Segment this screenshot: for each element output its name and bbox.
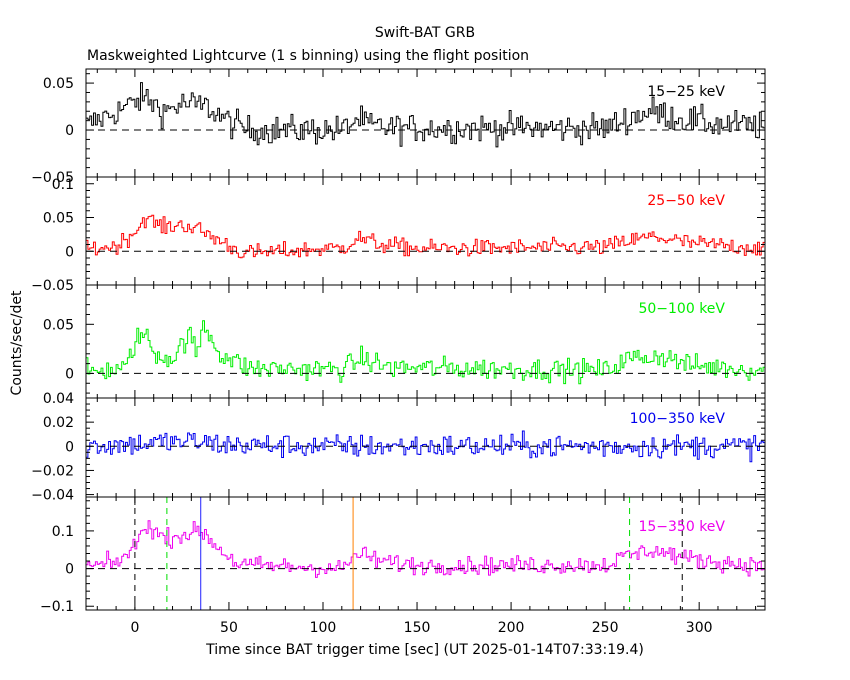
y-tick-label: 0.05 — [43, 317, 74, 333]
panel-plot-area — [86, 430, 765, 463]
y-tick-label: 0.1 — [52, 177, 74, 193]
panel-15-350-kev: 0.1 0 −0.1 15−350 keV — [40, 496, 766, 615]
y-tick-label: 0.1 — [52, 524, 74, 540]
y-tick-label: 0 — [65, 562, 74, 578]
panel-25-50-kev: 0.1 0.05 0 −0.05 25−50 keV — [31, 176, 766, 294]
band-label: 50−100 keV — [638, 301, 725, 317]
y-tick-label: −0.02 — [31, 463, 74, 479]
lightcurve-line — [86, 430, 765, 463]
lightcurve-line — [86, 520, 765, 578]
panel-50-100-kev: 0.05 0 50−100 keV — [43, 284, 766, 399]
panel-plot-area — [86, 82, 765, 148]
y-tick-label: 0.02 — [43, 415, 74, 431]
y-tick-label: −0.05 — [31, 170, 74, 186]
panel-15-25-kev: 0.05 0 −0.05 15−25 keV — [31, 68, 766, 186]
y-tick-label: 0 — [65, 366, 74, 382]
panel-plot-area — [86, 497, 765, 610]
y-tick-label: 0.05 — [43, 76, 74, 92]
y-tick-label: 0.05 — [43, 211, 74, 227]
y-tick-label: −0.05 — [31, 278, 74, 294]
y-tick-label: 0 — [65, 123, 74, 139]
band-label: 25−50 keV — [647, 193, 725, 209]
x-tick-label: 100 — [310, 620, 337, 636]
y-tick-label: −0.1 — [40, 599, 74, 615]
panel-plot-area — [86, 320, 765, 385]
band-label: 15−350 keV — [638, 519, 725, 535]
panels-group: 0.05 0 −0.05 15−25 keV 0.1 0.05 0 −0.05 25−50 ke… — [31, 68, 766, 636]
x-tick-label: 250 — [592, 620, 619, 636]
lightcurve-line — [86, 214, 765, 259]
chart-subtitle: Maskweighted Lightcurve (1 s binning) us… — [87, 48, 529, 64]
x-tick-label: 300 — [686, 620, 713, 636]
band-label: 100−350 keV — [630, 411, 726, 427]
y-tick-label: 0.04 — [43, 391, 74, 407]
x-axis-label: Time since BAT trigger time [sec] (UT 20… — [205, 642, 644, 658]
y-tick-label: 0 — [65, 439, 74, 455]
lightcurve-line — [86, 320, 765, 385]
x-tick-label: 50 — [220, 620, 238, 636]
chart-title: Swift-BAT GRB — [375, 25, 475, 41]
band-label: 15−25 keV — [647, 84, 725, 100]
panel-100-350-kev: 0.04 0.02 0 −0.02 −0.04 100−350 keV — [31, 391, 766, 504]
x-tick-label: 0 — [130, 620, 139, 636]
y-tick-label: 0 — [65, 244, 74, 260]
panel-plot-area — [86, 214, 765, 259]
y-axis-label: Counts/sec/det — [9, 290, 25, 395]
lightcurve-line — [86, 82, 765, 148]
y-tick-label: −0.04 — [31, 488, 74, 504]
x-tick-label: 200 — [498, 620, 525, 636]
x-tick-label: 150 — [404, 620, 431, 636]
